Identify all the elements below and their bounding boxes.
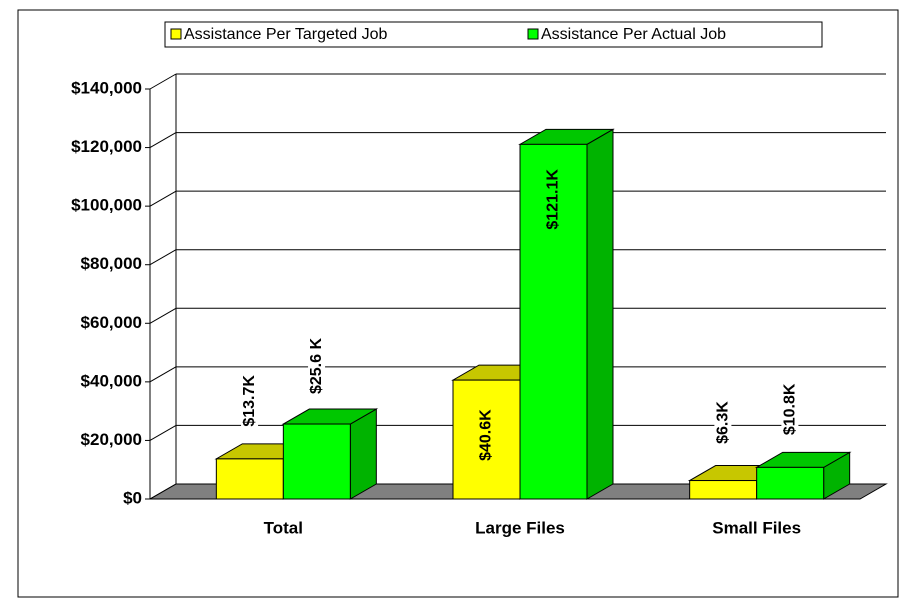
bar-side bbox=[586, 128, 614, 500]
grid-line-side bbox=[149, 132, 177, 149]
value-label: $25.6 K bbox=[308, 338, 325, 394]
grid-line-side bbox=[149, 366, 177, 383]
value-label: $13.7K bbox=[241, 375, 258, 427]
value-label: $10.8K bbox=[781, 383, 798, 435]
legend-label: Assistance Per Actual Job bbox=[541, 26, 726, 43]
value-label: $121.1K bbox=[545, 169, 562, 230]
y-tick-label: $80,000 bbox=[81, 254, 142, 273]
bar bbox=[281, 408, 379, 500]
bar-side bbox=[349, 408, 377, 500]
y-tick-label: $40,000 bbox=[81, 371, 142, 390]
x-tick-label: Total bbox=[264, 518, 303, 537]
bar-front bbox=[756, 466, 825, 500]
y-tick-label: $60,000 bbox=[81, 313, 142, 332]
grid-line-side bbox=[149, 249, 177, 266]
value-label-bg bbox=[241, 372, 259, 429]
legend-swatch bbox=[527, 28, 539, 40]
y-tick-label: $100,000 bbox=[71, 196, 142, 215]
value-label: $6.3K bbox=[714, 401, 731, 444]
grid-line-side bbox=[149, 190, 177, 207]
bar-front bbox=[452, 379, 521, 500]
legend-box bbox=[164, 21, 823, 48]
x-tick-label: Large Files bbox=[475, 518, 565, 537]
y-tick-label: $120,000 bbox=[71, 137, 142, 156]
x-tick-label: Small Files bbox=[712, 518, 801, 537]
bar-front bbox=[215, 458, 284, 500]
legend-swatch bbox=[170, 28, 182, 40]
value-label: $40.6K bbox=[478, 409, 495, 461]
bar bbox=[518, 128, 615, 500]
value-label-bg bbox=[714, 398, 732, 446]
bar-front bbox=[689, 480, 758, 500]
bar bbox=[754, 451, 852, 500]
value-label-bg bbox=[781, 381, 799, 438]
grid-line-side bbox=[149, 424, 177, 441]
y-tick-label: $0 bbox=[123, 488, 142, 507]
grid-line-side bbox=[149, 73, 177, 90]
grid-line-side bbox=[149, 483, 177, 500]
value-label-bg bbox=[308, 335, 326, 397]
bar-front bbox=[282, 423, 351, 500]
bar-front bbox=[519, 143, 588, 500]
grid-line-side bbox=[149, 307, 177, 324]
y-tick-label: $140,000 bbox=[71, 78, 142, 97]
y-tick-label: $20,000 bbox=[81, 430, 142, 449]
legend-label: Assistance Per Targeted Job bbox=[184, 26, 387, 43]
